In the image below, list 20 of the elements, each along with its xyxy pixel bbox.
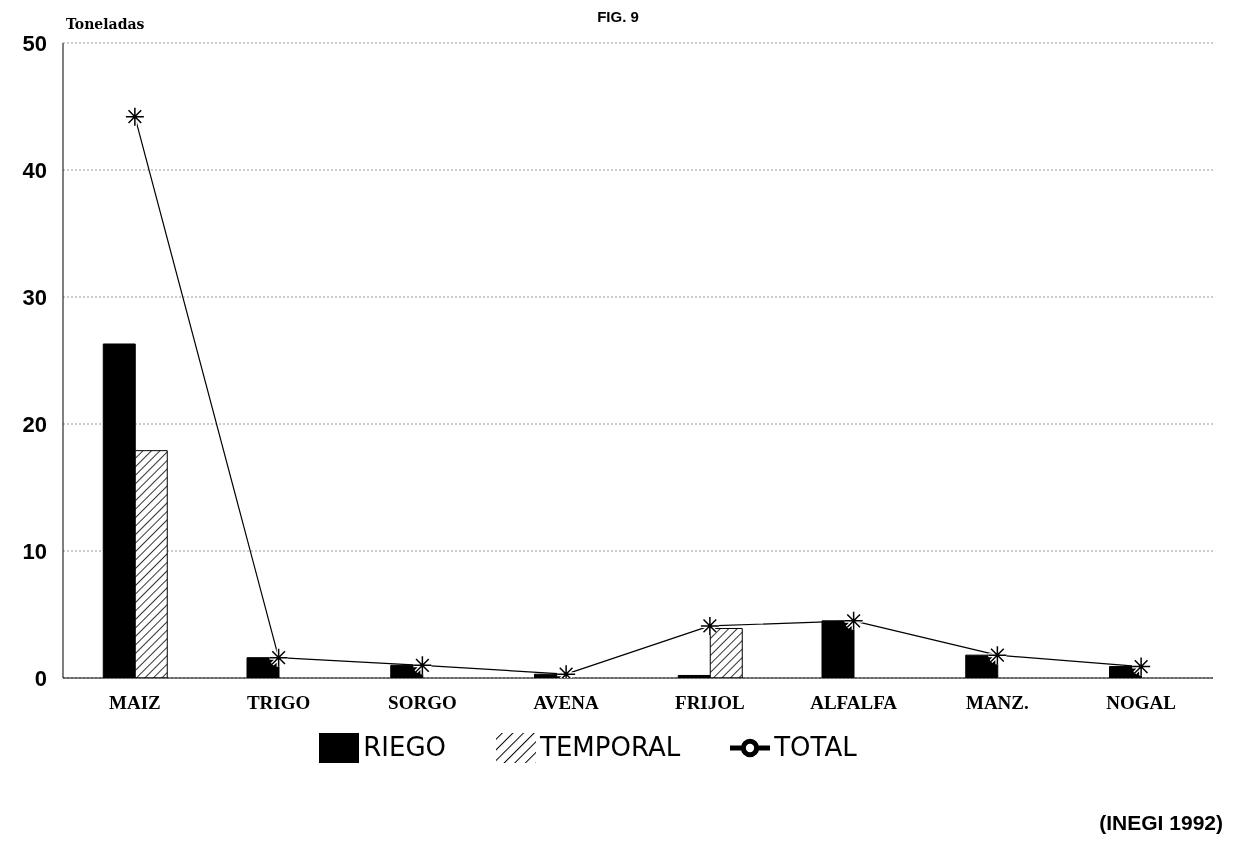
x-tick-label: NOGAL [1106, 692, 1176, 714]
y-tick-label: 20 [22, 411, 47, 437]
x-tick-label: MANZ. [965, 692, 1029, 714]
x-tick-label: TRIGO [246, 692, 311, 714]
x-tick-label: SORGO [388, 692, 457, 714]
x-tick-label: FRIJOL [675, 692, 745, 714]
chart-title: FIG. 9 [597, 8, 639, 25]
x-tick-label: ALFALFA [810, 692, 898, 714]
x-tick-label: AVENA [533, 692, 599, 714]
y-tick-label: 30 [22, 284, 47, 310]
legend-label: RIEGO [363, 731, 447, 762]
y-tick-label: 10 [22, 538, 47, 564]
y-tick-label: 40 [22, 157, 47, 183]
y-tick-label: 0 [34, 665, 47, 691]
legend-label: TOTAL [774, 731, 857, 762]
y-tick-label: 50 [22, 30, 47, 56]
text: (INEGI 1992) [1099, 811, 1223, 835]
y-axis-title: Toneladas [66, 16, 145, 32]
x-tick-label: MAIZ [109, 692, 161, 714]
legend-label: TEMPORAL [540, 731, 681, 762]
